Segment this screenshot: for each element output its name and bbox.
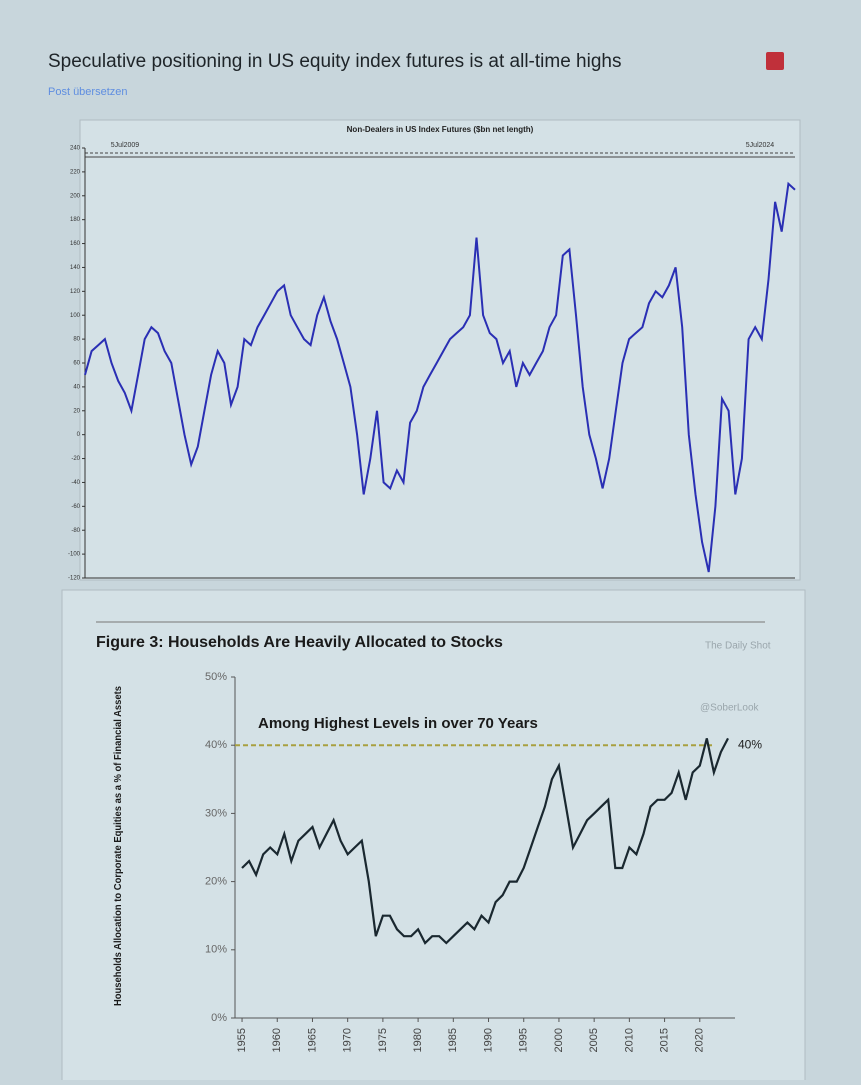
post-title: Speculative positioning in US equity ind… (48, 51, 621, 72)
y-tick-label: 160 (70, 241, 81, 247)
y-tick-label: 220 (70, 169, 81, 175)
y-tick-label: -40 (71, 480, 80, 486)
y-tick-label: 20% (205, 876, 227, 888)
y-tick-label: 120 (70, 289, 81, 295)
watermark: The Daily Shot (705, 641, 771, 652)
y-tick-label: -120 (68, 576, 81, 582)
y-tick-label: 240 (70, 146, 81, 152)
y-tick-label: -80 (71, 528, 80, 534)
annotation: Among Highest Levels in over 70 Years (258, 715, 538, 732)
emoji (766, 52, 784, 70)
chart-2-title: Figure 3: Households Are Heavily Allocat… (96, 634, 503, 651)
series-line (241, 737, 729, 945)
y-tick-label: 50% (205, 671, 227, 683)
x-tick-label: 2015 (658, 1028, 670, 1052)
x-tick-label: 2010 (623, 1028, 635, 1052)
y-tick-label: -20 (71, 456, 80, 462)
y-tick-label: 0 (77, 432, 81, 438)
x-tick-label: 1990 (482, 1028, 494, 1052)
y-tick-label: 0% (211, 1012, 227, 1024)
y-tick-label: 40% (205, 739, 227, 751)
date-annotation: 5Jul2009 (111, 142, 140, 149)
chart-1-title: Non-Dealers in US Index Futures ($bn net… (347, 125, 534, 134)
date-annotation: 5Jul2024 (746, 142, 775, 149)
watermark: @SoberLook (700, 703, 760, 714)
x-tick-label: 1960 (271, 1028, 283, 1052)
x-tick-label: 1955 (236, 1028, 248, 1052)
y-tick-label: 30% (205, 807, 227, 819)
x-tick-label: 1980 (412, 1028, 424, 1052)
y-tick-label: -100 (68, 552, 81, 558)
x-tick-label: 2005 (588, 1028, 600, 1052)
x-tick-label: 2020 (694, 1028, 706, 1052)
x-tick-label: 1965 (306, 1028, 318, 1052)
y-tick-label: 20 (73, 408, 80, 414)
y-tick-label: 100 (70, 313, 81, 319)
x-tick-label: 1985 (447, 1028, 459, 1052)
y-tick-label: 10% (205, 944, 227, 956)
y-axis-label-text: Households Allocation to Corporate Equit… (113, 686, 124, 1006)
y-axis-label: Households Allocation to Corporate Equit… (113, 686, 124, 1006)
y-tick-label: 80 (73, 337, 80, 343)
series-line (84, 181, 796, 573)
chart-2-panel (61, 589, 806, 1085)
y-tick-label: 60 (73, 361, 80, 367)
translate-link[interactable]: Post übersetzen (48, 86, 128, 98)
y-tick-label: 40 (73, 384, 80, 390)
y-tick-label: -60 (71, 504, 80, 510)
x-tick-label: 1970 (342, 1028, 354, 1052)
y-tick-label: 200 (70, 193, 81, 199)
x-tick-label: 1995 (518, 1028, 530, 1052)
y-tick-label: 180 (70, 217, 81, 223)
x-tick-label: 2000 (553, 1028, 565, 1052)
chart-1-panel (79, 119, 801, 581)
x-tick-label: 1975 (377, 1028, 389, 1052)
reference-label: 40% (738, 737, 762, 751)
y-tick-label: 140 (70, 265, 81, 271)
